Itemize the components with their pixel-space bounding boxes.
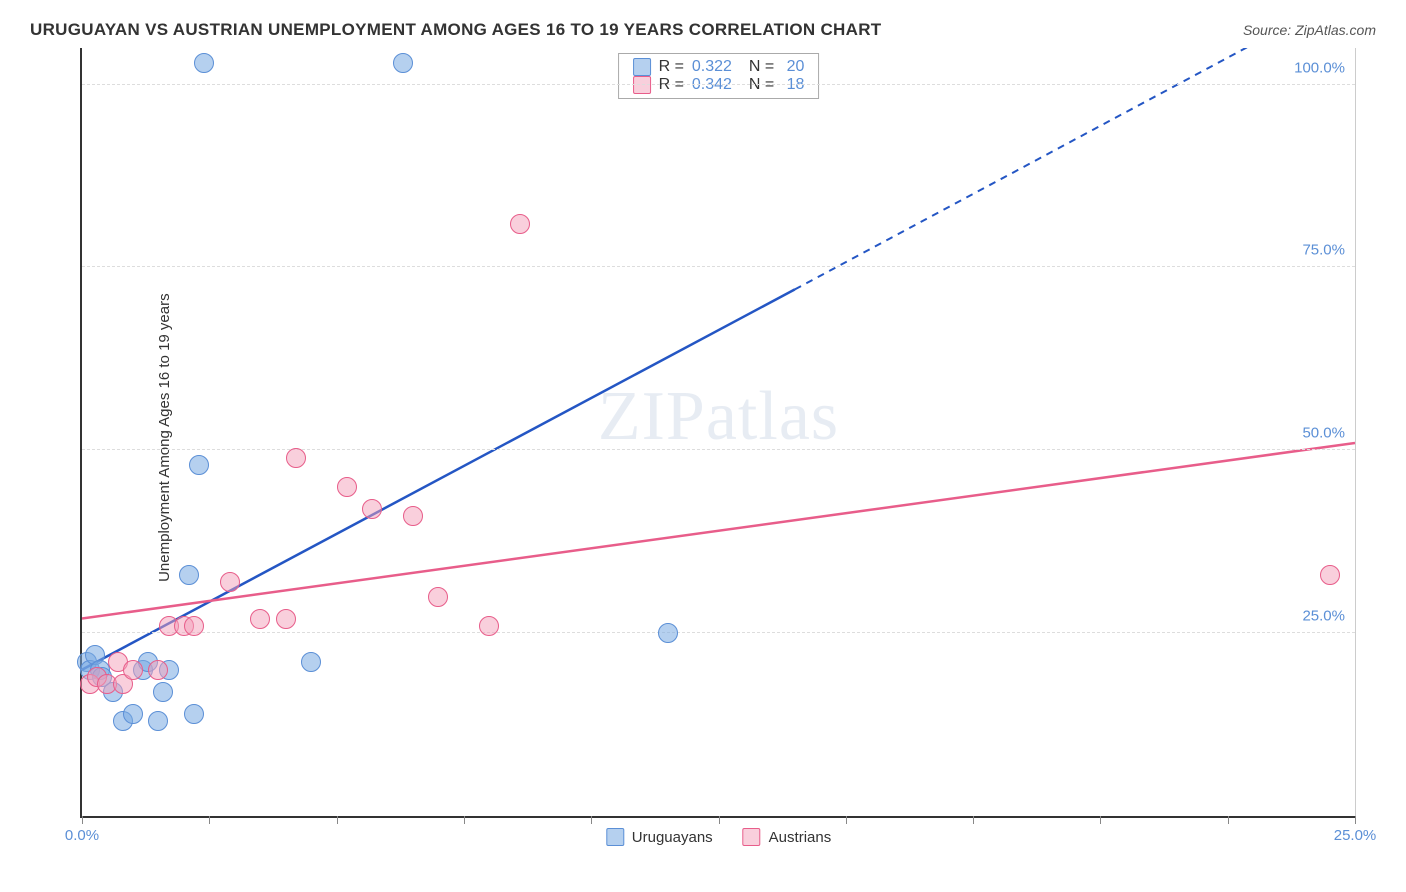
scatter-point: [123, 704, 143, 724]
scatter-point: [510, 214, 530, 234]
gridline: [82, 449, 1355, 450]
x-tick: [209, 816, 210, 824]
legend-item: Uruguayans: [606, 828, 713, 846]
scatter-point: [1320, 565, 1340, 585]
legend-r-label: R =: [659, 76, 684, 94]
scatter-point: [479, 616, 499, 636]
legend-stat-row: R = 0.342 N = 18: [633, 76, 805, 94]
legend-swatch: [743, 828, 761, 846]
scatter-point: [250, 609, 270, 629]
y-tick-label: 75.0%: [1302, 242, 1345, 259]
x-tick: [464, 816, 465, 824]
scatter-point: [428, 587, 448, 607]
gridline: [82, 632, 1355, 633]
legend-r-label: R =: [659, 58, 684, 76]
x-tick: [973, 816, 974, 824]
x-tick-label: 25.0%: [1334, 827, 1377, 844]
scatter-point: [148, 660, 168, 680]
legend-swatch: [606, 828, 624, 846]
scatter-point: [123, 660, 143, 680]
legend-label: Uruguayans: [632, 829, 713, 846]
x-tick-label: 0.0%: [65, 827, 99, 844]
scatter-point: [148, 711, 168, 731]
x-tick: [1100, 816, 1101, 824]
x-tick: [1355, 816, 1356, 824]
legend-n-label: N =: [740, 58, 774, 76]
chart-container: URUGUAYAN VS AUSTRIAN UNEMPLOYMENT AMONG…: [0, 0, 1406, 892]
legend-series: Uruguayans Austrians: [606, 828, 831, 846]
scatter-point: [194, 53, 214, 73]
scatter-point: [179, 565, 199, 585]
legend-r-value: 0.322: [692, 58, 732, 76]
scatter-point: [189, 455, 209, 475]
legend-r-value: 0.342: [692, 76, 732, 94]
scatter-point: [184, 704, 204, 724]
plot-area: ZIPatlas R = 0.322 N = 20R = 0.342 N = 1…: [80, 48, 1356, 818]
x-tick: [1228, 816, 1229, 824]
scatter-point: [393, 53, 413, 73]
scatter-point: [276, 609, 296, 629]
legend-stat-row: R = 0.322 N = 20: [633, 58, 805, 76]
scatter-point: [220, 572, 240, 592]
legend-n-value: 20: [782, 58, 804, 76]
chart-area: Unemployment Among Ages 16 to 19 years Z…: [30, 48, 1376, 868]
x-tick: [591, 816, 592, 824]
y-tick-label: 50.0%: [1302, 425, 1345, 442]
legend-n-label: N =: [740, 76, 774, 94]
scatter-point: [337, 477, 357, 497]
scatter-point: [184, 616, 204, 636]
scatter-point: [301, 652, 321, 672]
gridline: [82, 266, 1355, 267]
watermark: ZIPatlas: [598, 377, 839, 457]
legend-swatch: [633, 58, 651, 76]
y-tick-label: 25.0%: [1302, 608, 1345, 625]
trend-lines: [82, 48, 1355, 816]
legend-stats: R = 0.322 N = 20R = 0.342 N = 18: [618, 53, 820, 99]
scatter-point: [153, 682, 173, 702]
x-tick: [337, 816, 338, 824]
x-tick: [846, 816, 847, 824]
gridline: [82, 84, 1355, 85]
scatter-point: [658, 623, 678, 643]
y-tick-label: 100.0%: [1294, 59, 1345, 76]
header: URUGUAYAN VS AUSTRIAN UNEMPLOYMENT AMONG…: [30, 20, 1376, 40]
source-label: Source: ZipAtlas.com: [1243, 22, 1376, 38]
legend-label: Austrians: [769, 829, 832, 846]
legend-swatch: [633, 76, 651, 94]
x-tick: [719, 816, 720, 824]
scatter-point: [362, 499, 382, 519]
scatter-point: [403, 506, 423, 526]
legend-n-value: 18: [782, 76, 804, 94]
chart-title: URUGUAYAN VS AUSTRIAN UNEMPLOYMENT AMONG…: [30, 20, 881, 40]
x-tick: [82, 816, 83, 824]
scatter-point: [286, 448, 306, 468]
legend-item: Austrians: [743, 828, 832, 846]
